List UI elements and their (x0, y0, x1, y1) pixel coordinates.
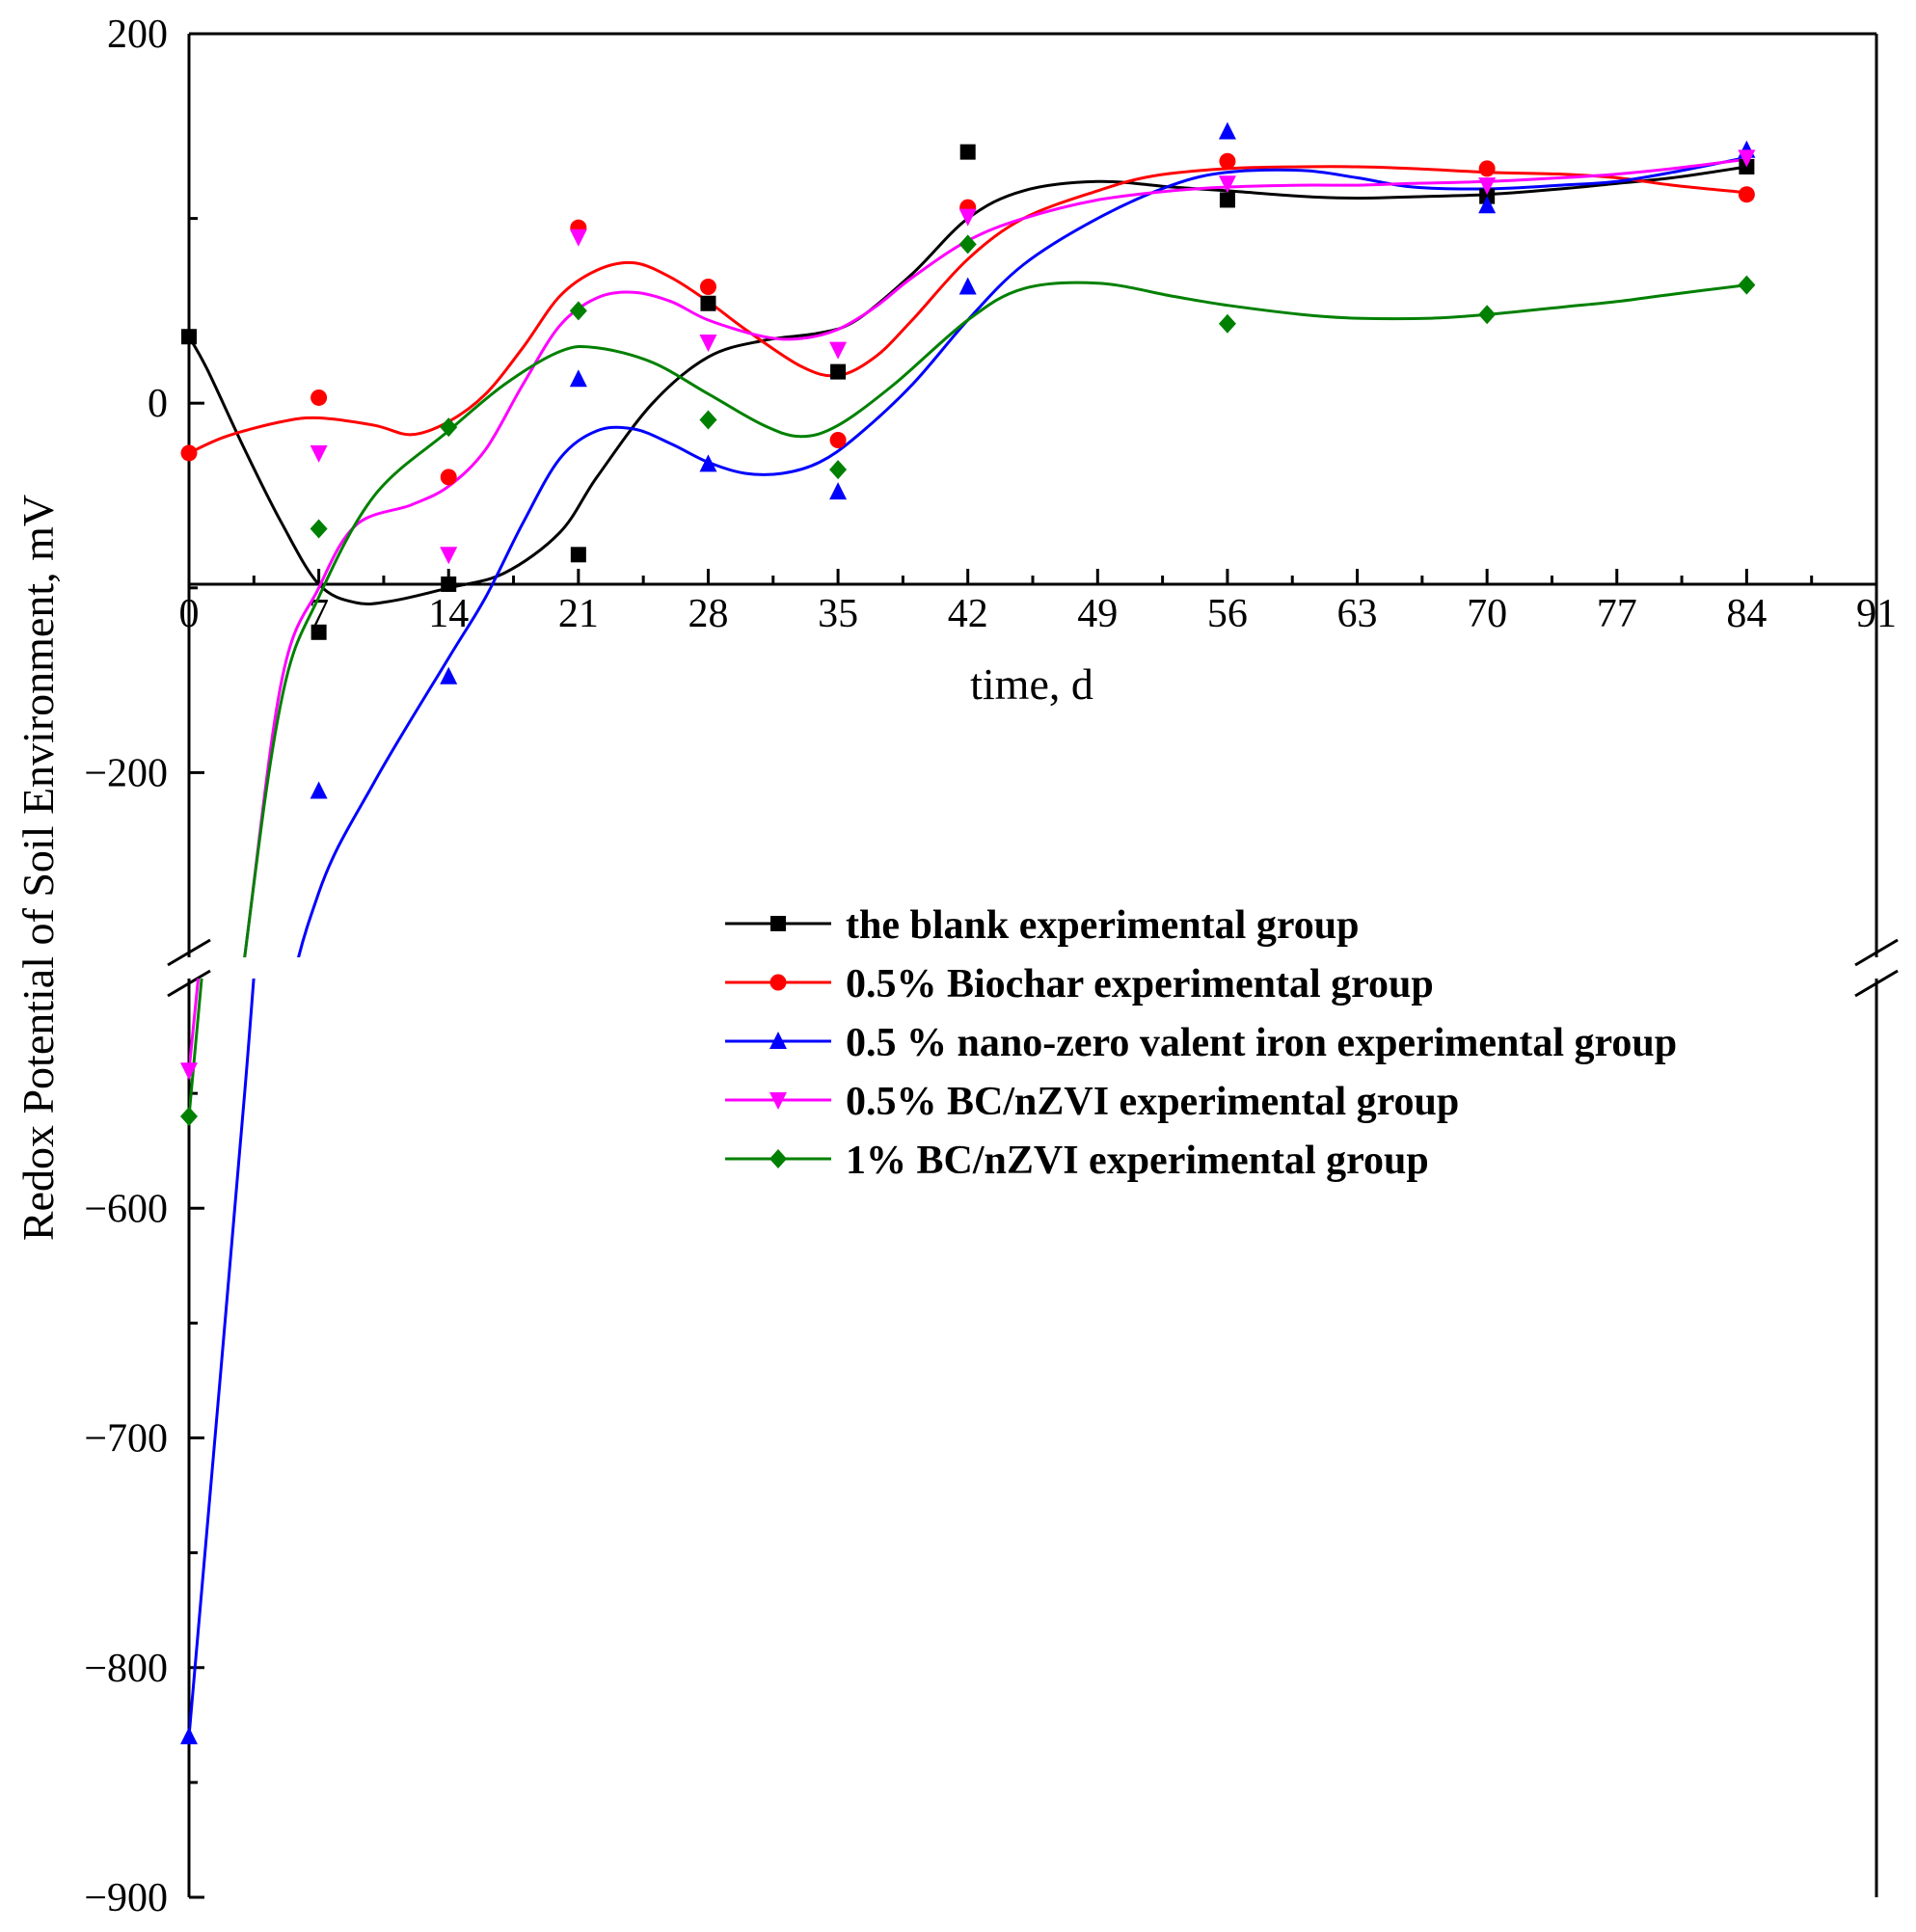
1-bc-nzvi-experimental-group-line (243, 281, 1747, 957)
series-markers (180, 121, 1756, 1745)
the-blank-experimental-group-point (1219, 192, 1235, 208)
1-bc-nzvi-experimental-group-point (180, 1106, 198, 1126)
legend-marker-the-blank-experimental-group (770, 916, 786, 931)
0-5-bc-nzvi-experimental-group-point (958, 208, 977, 227)
0-5-bc-nzvi-experimental-group-point (440, 547, 458, 565)
0-5-bc-nzvi-experimental-group-line (243, 157, 1747, 957)
y-tick-label: 200 (107, 13, 168, 57)
the-blank-experimental-group-point (310, 624, 327, 640)
0-5-nano-zero-valent-iron-experimental-group-point (569, 369, 587, 388)
y-tick-label: −900 (84, 1876, 168, 1920)
0-5-biochar-experimental-group-point (1219, 152, 1236, 170)
y-tick-label: 0 (148, 382, 168, 426)
1-bc-nzvi-experimental-group-point (440, 417, 458, 438)
legend-label-the-blank-experimental-group: the blank experimental group (846, 903, 1359, 948)
legend-label-0-5-biochar-experimental-group: 0.5% Biochar experimental group (846, 962, 1434, 1006)
tick-labels: 0 7 14 21 28 35 42 49 56 63 70 77 84 912000−200−600−7… (84, 13, 1897, 1920)
x-tick-label: 35 (818, 592, 858, 636)
x-tick-label: 49 (1077, 592, 1118, 636)
0-5-nano-zero-valent-iron-experimental-group-point (1478, 196, 1497, 214)
0-5-biochar-experimental-group-point (180, 444, 198, 462)
the-blank-experimental-group-point (700, 295, 716, 311)
legend-label-0-5-bc-nzvi-experimental-group: 0.5% BC/nZVI experimental group (846, 1080, 1459, 1124)
x-tick-label: 91 (1856, 592, 1897, 636)
1-bc-nzvi-experimental-group-point (569, 301, 587, 321)
0-5-nano-zero-valent-iron-experimental-group-point (440, 666, 458, 684)
1-bc-nzvi-experimental-group-line-lower (189, 979, 203, 1117)
the-blank-experimental-group-line-lower (189, 0, 1746, 80)
1-bc-nzvi-experimental-group-point (699, 410, 717, 430)
0-5-biochar-experimental-group-point (1478, 160, 1496, 177)
0-5-bc-nzvi-experimental-group-point (180, 1062, 198, 1081)
x-tick-label: 21 (558, 592, 599, 636)
0-5-nano-zero-valent-iron-experimental-group-point (958, 277, 977, 295)
0-5-biochar-experimental-group-point (829, 432, 847, 449)
0-5-bc-nzvi-experimental-group-point (310, 444, 328, 463)
0-5-biochar-experimental-group-point (699, 278, 716, 295)
x-axis-title: time, d (970, 659, 1093, 709)
1-bc-nzvi-experimental-group-point (1738, 275, 1756, 295)
x-tick-label: 0 (179, 592, 200, 636)
x-tick-label: 14 (428, 592, 469, 636)
legend-marker-0-5-bc-nzvi-experimental-group (769, 1092, 787, 1110)
0-5-bc-nzvi-experimental-group-point (1478, 177, 1497, 196)
0-5-biochar-experimental-group-point (1738, 186, 1755, 203)
legend-label-1-bc-nzvi-experimental-group: 1% BC/nZVI experimental group (846, 1139, 1429, 1183)
y-tick-label: −600 (84, 1187, 168, 1231)
x-tick-label: 28 (688, 592, 728, 636)
the-blank-experimental-group-point (830, 363, 847, 380)
x-tick-label: 63 (1337, 592, 1378, 636)
0-5-biochar-experimental-group-point (310, 389, 328, 406)
axis-ticks (187, 32, 1878, 1899)
1-bc-nzvi-experimental-group-point (310, 519, 328, 539)
the-blank-experimental-group-point (441, 576, 457, 592)
0-5-biochar-experimental-group-point (440, 469, 457, 486)
0-5-bc-nzvi-experimental-group-point (1218, 175, 1236, 194)
x-tick-label: 42 (948, 592, 988, 636)
the-blank-experimental-group-point (181, 329, 197, 345)
0-5-nano-zero-valent-iron-experimental-group-point (310, 781, 328, 799)
1-bc-nzvi-experimental-group-point (1478, 305, 1497, 325)
0-5-bc-nzvi-experimental-group-point (699, 334, 717, 352)
legend: the blank experimental group 0.5% Biochar… (725, 903, 1677, 1183)
the-blank-experimental-group-line (189, 165, 1747, 605)
x-tick-label: 84 (1726, 592, 1767, 636)
y-tick-label: −700 (84, 1417, 168, 1462)
axis-break-mark-left (167, 938, 211, 967)
legend-label-0-5-nano-zero-valent-iron-experimental-group: 0.5 % nano-zero valent iron experimental… (846, 1021, 1677, 1065)
y-tick-label: −200 (84, 751, 168, 795)
the-blank-experimental-group-point (959, 144, 976, 160)
0-5-nano-zero-valent-iron-experimental-group-point (1218, 121, 1236, 140)
1-bc-nzvi-experimental-group-point (1218, 313, 1236, 334)
y-tick-label: −800 (84, 1647, 168, 1691)
0-5-bc-nzvi-experimental-group-point (1738, 149, 1756, 168)
x-tick-label: 70 (1467, 592, 1507, 636)
axis-break-mark-right (1854, 938, 1899, 967)
series-curves (189, 0, 1747, 1737)
x-tick-label: 77 (1597, 592, 1637, 636)
1-bc-nzvi-experimental-group-point (958, 234, 977, 255)
0-5-nano-zero-valent-iron-experimental-group-point (829, 482, 848, 500)
0-5-nano-zero-valent-iron-experimental-group-line (297, 155, 1747, 957)
legend-marker-1-bc-nzvi-experimental-group (769, 1149, 787, 1168)
0-5-nano-zero-valent-iron-experimental-group-point (180, 1727, 198, 1745)
0-5-bc-nzvi-experimental-group-point (829, 341, 848, 360)
0-5-bc-nzvi-experimental-group-point (569, 228, 587, 247)
the-blank-experimental-group-point (570, 547, 586, 563)
0-5-nano-zero-valent-iron-experimental-group-point (699, 454, 717, 472)
1-bc-nzvi-experimental-group-point (829, 460, 848, 480)
y-axis-title: Redox Potential of Soil Environment, mV (13, 495, 63, 1241)
legend-marker-0-5-nano-zero-valent-iron-experimental-group (769, 1032, 787, 1049)
x-tick-label: 56 (1207, 592, 1248, 636)
legend-marker-0-5-biochar-experimental-group (769, 974, 787, 991)
